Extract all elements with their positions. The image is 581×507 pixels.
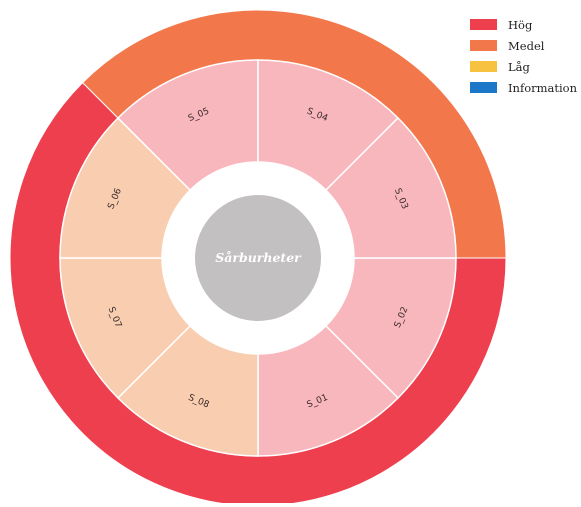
legend-swatch	[470, 40, 497, 51]
legend-swatch	[470, 82, 497, 93]
center-label: Sårburheter	[215, 250, 302, 265]
legend-item[interactable]: Medel	[470, 35, 577, 56]
legend-item[interactable]: Låg	[470, 56, 577, 77]
legend-swatch	[470, 61, 497, 72]
legend-item[interactable]: Hög	[470, 14, 577, 35]
legend: Hög Medel Låg Information	[470, 14, 577, 98]
legend-label: Hög	[508, 17, 533, 32]
legend-label: Information	[508, 80, 578, 95]
center-disc	[195, 195, 321, 321]
inner-ring	[59, 59, 457, 457]
legend-item[interactable]: Information	[470, 77, 577, 98]
legend-label: Medel	[508, 38, 545, 53]
legend-label: Låg	[508, 59, 530, 74]
legend-swatch	[470, 19, 497, 30]
